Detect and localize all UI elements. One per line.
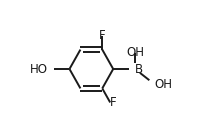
Text: F: F bbox=[110, 96, 117, 109]
Text: OH: OH bbox=[126, 46, 144, 59]
Text: HO: HO bbox=[30, 63, 48, 75]
Text: F: F bbox=[99, 29, 106, 42]
Text: OH: OH bbox=[154, 78, 172, 91]
Text: B: B bbox=[135, 63, 143, 75]
